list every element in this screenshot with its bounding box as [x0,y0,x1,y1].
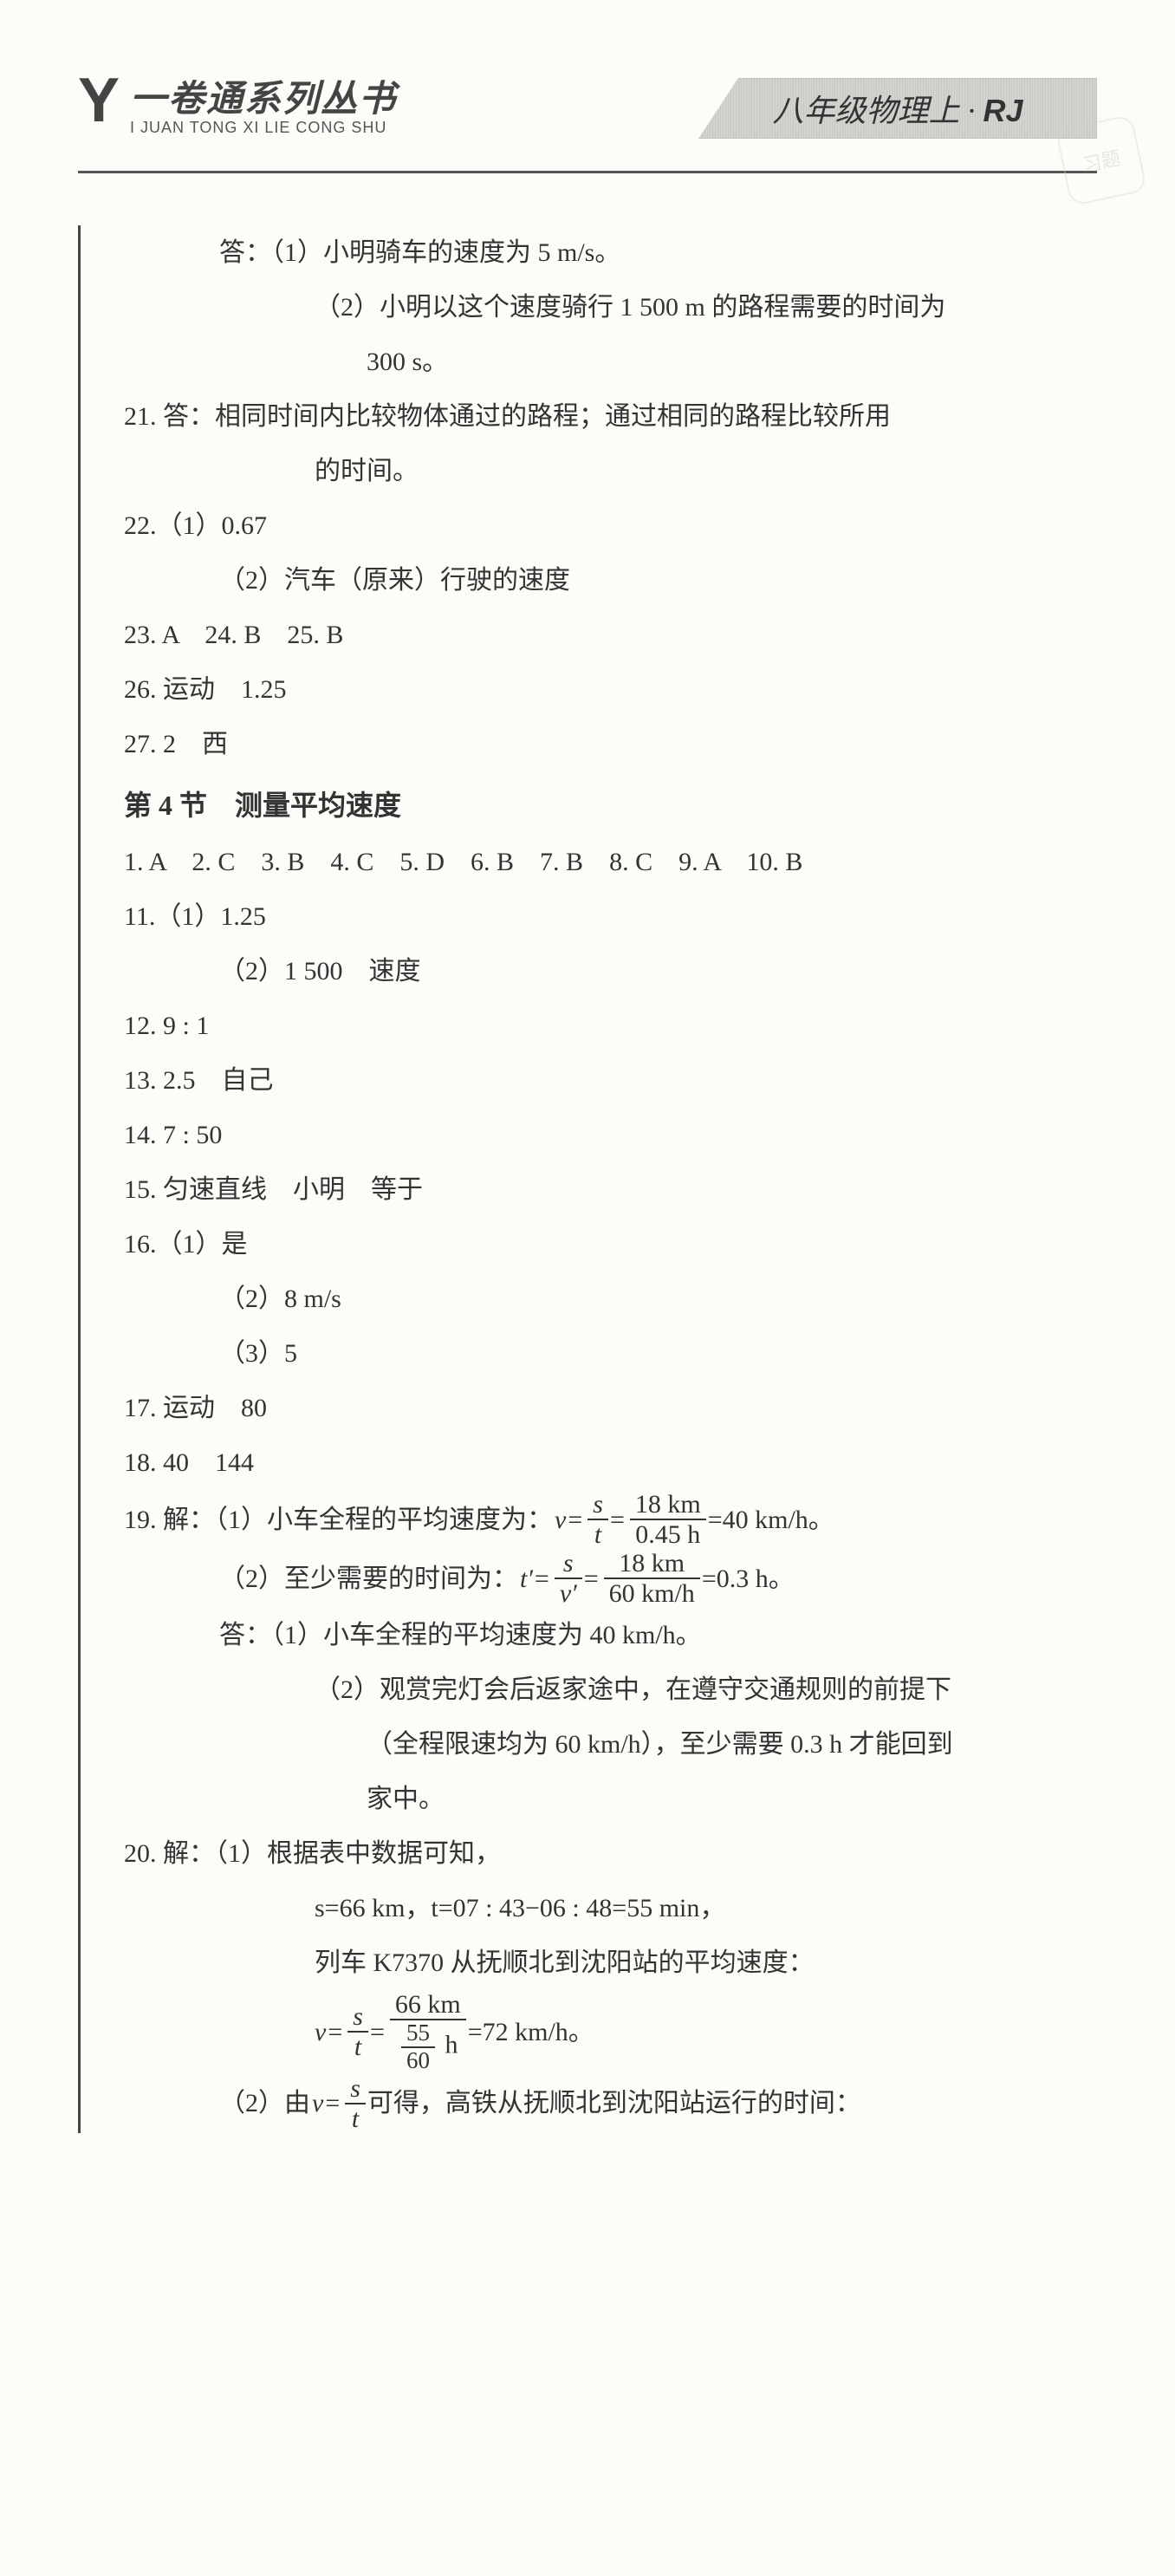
fraction: s v′ [555,1549,582,1608]
fraction: 18 km 0.45 h [630,1490,706,1549]
page: Y 一卷通系列丛书 I JUAN TONG XI LIE CONG SHU 八年… [0,0,1175,2576]
frac-num: 66 km [390,1990,466,2020]
eq-prefix: 19. 解：（1）小车全程的平均速度为： [124,1493,553,1547]
answer-line: 14. 7 : 50 [124,1108,1097,1162]
frac-unit: h [445,2031,458,2059]
answer-line: 21. 答：相同时间内比较物体通过的路程；通过相同的路程比较所用 [124,389,1097,444]
answer-line: 的时间。 [124,444,1097,498]
frac-num: s [347,2002,368,2033]
answer-line: （2）1 500 速度 [124,944,1097,999]
eq-var: v [315,2005,326,2059]
eq-op: = [584,1551,599,1606]
answer-line: 11.（1）1.25 [124,889,1097,944]
page-header: Y 一卷通系列丛书 I JUAN TONG XI LIE CONG SHU 八年… [78,69,1097,173]
watermark-stamp: 习题 [1055,114,1148,207]
answer-line-eq: （2）至少需要的时间为： t′ = s v′ = 18 km 60 km/h =… [124,1549,1097,1608]
frac-num: s [345,2074,366,2104]
answer-line: （3）5 [124,1326,1097,1381]
eq-prefix: （2）至少需要的时间为： [219,1551,518,1606]
eq-op: = [535,1551,549,1606]
nested-fraction: 55 60 [401,2020,435,2073]
fraction: s t [345,2074,366,2133]
answer-line: （2）观赏完灯会后返家途中，在遵守交通规则的前提下 [124,1662,1097,1717]
answer-line: 26. 运动 1.25 [124,662,1097,717]
answer-line: 17. 运动 80 [124,1381,1097,1435]
eq-result: =72 km/h。 [468,2005,594,2059]
grade-tab: 八年级物理上 · RJ [698,78,1097,139]
answer-line: 列车 K7370 从抚顺北到沈阳站的平均速度： [124,1935,1097,1990]
answer-line: （全程限速均为 60 km/h），至少需要 0.3 h 才能回到 [124,1717,1097,1772]
answer-line-eq: v = s t = 66 km 55 60 h =72 km/h。 [124,1990,1097,2073]
grade-tab-cn: 八年级物理上 [772,94,959,128]
answer-line: 家中。 [124,1772,1097,1826]
frac-den: 0.45 h [630,1520,706,1549]
watermark-text: 习题 [1080,143,1123,178]
frac-den: v′ [555,1579,582,1608]
fraction: 18 km 60 km/h [604,1549,700,1608]
fraction: 66 km 55 60 h [390,1990,466,2073]
answer-line: 18. 40 144 [124,1435,1097,1490]
eq-var: v [555,1493,566,1547]
fraction: s t [588,1490,608,1549]
answer-line: 300 s。 [124,335,1097,389]
answer-line: 15. 匀速直线 小明 等于 [124,1162,1097,1217]
eq-var: v [312,2076,323,2130]
answer-line: （2）小明以这个速度骑行 1 500 m 的路程需要的时间为 [124,280,1097,335]
answer-line: 22.（1）0.67 [124,498,1097,553]
eq-prefix: （2）由 [219,2076,310,2130]
logo-letter: Y [78,69,120,132]
fraction: s t [347,2002,368,2061]
header-right: 八年级物理上 · RJ [698,78,1097,139]
header-left: Y 一卷通系列丛书 I JUAN TONG XI LIE CONG SHU [78,69,397,137]
answer-line: 23. A 24. B 25. B [124,608,1097,662]
answer-line: 16.（1）是 [124,1217,1097,1272]
eq-op: = [370,2005,385,2059]
answer-line: （2）8 m/s [124,1272,1097,1326]
section-heading: 第 4 节 测量平均速度 [124,777,1097,835]
eq-op: = [568,1493,582,1547]
grade-tab-text: 八年级物理上 · RJ [772,86,1022,131]
eq-result: =0.3 h。 [702,1551,795,1606]
answer-line: 27. 2 西 [124,717,1097,771]
answer-line: 20. 解：（1）根据表中数据可知， [124,1826,1097,1881]
frac-num: 18 km [630,1490,706,1520]
answer-line: 答：（1）小明骑车的速度为 5 m/s。 [124,225,1097,280]
answer-content: 答：（1）小明骑车的速度为 5 m/s。 （2）小明以这个速度骑行 1 500 … [78,225,1097,2133]
eq-var: t′ [520,1551,533,1606]
answer-line: （2）汽车（原来）行驶的速度 [124,553,1097,608]
frac-num: s [555,1549,582,1579]
answer-line-eq: 19. 解：（1）小车全程的平均速度为： v = s t = 18 km 0.4… [124,1490,1097,1549]
frac-den: t [345,2104,366,2133]
frac-num: 18 km [604,1549,700,1579]
grade-tab-dot: · [967,94,975,128]
frac-den: 60 km/h [604,1579,700,1608]
frac-num: 55 [401,2020,435,2048]
eq-suffix: 可得，高铁从抚顺北到沈阳站运行的时间： [367,2076,861,2130]
answer-line: 12. 9 : 1 [124,999,1097,1053]
frac-den: 60 [401,2048,435,2074]
answer-line: 13. 2.5 自己 [124,1053,1097,1108]
series-title-pinyin: I JUAN TONG XI LIE CONG SHU [130,119,397,137]
answer-line: s=66 km，t=07 : 43−06 : 48=55 min， [124,1881,1097,1935]
eq-op: = [610,1493,625,1547]
series-title-block: 一卷通系列丛书 I JUAN TONG XI LIE CONG SHU [130,69,397,137]
answer-line: 答：（1）小车全程的平均速度为 40 km/h。 [124,1608,1097,1662]
frac-den: t [588,1520,608,1549]
eq-op: = [325,2076,340,2130]
answer-line: 1. A 2. C 3. B 4. C 5. D 6. B 7. B 8. C … [124,835,1097,889]
eq-result: =40 km/h。 [708,1493,834,1547]
series-title-cn: 一卷通系列丛书 [130,69,397,122]
frac-den: 55 60 h [390,2020,466,2073]
grade-tab-suffix: RJ [983,93,1022,128]
frac-den: t [347,2033,368,2061]
answer-line-eq: （2）由 v = s t 可得，高铁从抚顺北到沈阳站运行的时间： [124,2074,1097,2133]
eq-op: = [328,2005,342,2059]
frac-num: s [588,1490,608,1520]
